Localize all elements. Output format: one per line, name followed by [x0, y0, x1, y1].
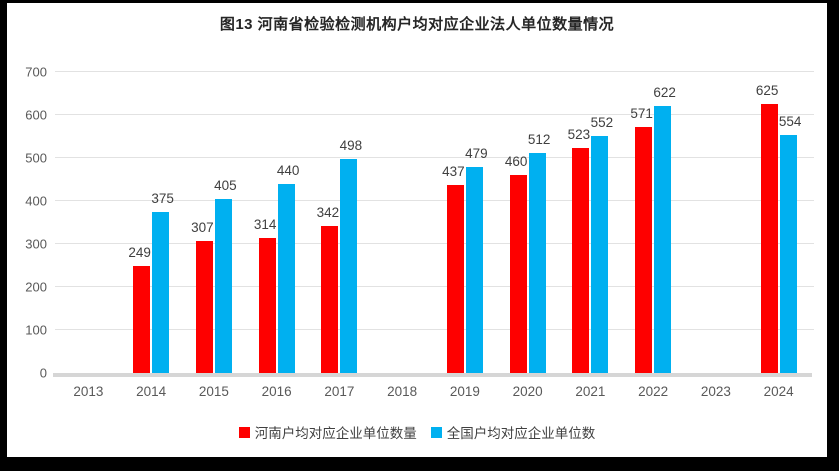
legend-marker-icon [238, 426, 250, 438]
legend-label: 河南户均对应企业单位数量 [254, 426, 417, 441]
gridline-700 [55, 71, 814, 72]
bar-value-label: 523 [567, 127, 591, 143]
bar-value-label: 622 [653, 84, 676, 100]
bar-value-label: 437 [442, 164, 465, 180]
x-tick-label: 2017 [324, 384, 355, 399]
x-tick-label: 2023 [700, 384, 731, 399]
bar-value-label: 375 [151, 190, 174, 206]
legend: 河南户均对应企业单位数量 全国户均对应企业单位数 [7, 422, 827, 442]
y-tick-label: 200 [25, 279, 47, 295]
bar-value-label: 249 [128, 244, 151, 260]
x-tick-label: 2018 [387, 384, 418, 399]
bar-value-label: 460 [504, 154, 528, 170]
y-tick-label: 500 [25, 150, 47, 166]
x-tick-label: 2016 [261, 384, 292, 399]
x-tick-label: 2020 [512, 384, 543, 399]
plot-area: 249 375 307 405 314 440 342 498 437 479 460 512 523 5… [55, 71, 814, 373]
chart-title: 图13 河南省检验检测机构户均对应企业法人单位数量情况 [219, 16, 615, 33]
gridline-300 [55, 243, 814, 244]
bar-value-label: 342 [316, 204, 340, 220]
bar-national-2024 [779, 134, 797, 373]
gridline-500 [55, 157, 814, 158]
bar-value-label: 498 [339, 137, 363, 153]
bar-national-2017 [340, 158, 358, 373]
bar-henan-2020 [509, 175, 527, 373]
bar-henan-2015 [195, 241, 213, 373]
y-tick-label: 300 [25, 236, 47, 252]
bar-henan-2014 [133, 265, 151, 373]
bar-national-2015 [214, 198, 232, 373]
x-tick-label: 2014 [136, 384, 167, 399]
bar-value-label: 552 [590, 114, 614, 130]
gridline-600 [55, 114, 814, 115]
bar-value-label: 512 [527, 131, 551, 147]
bar-value-label: 405 [214, 177, 237, 193]
bar-national-2014 [152, 211, 170, 373]
gridline-400 [55, 200, 814, 201]
chart-canvas: 图13 河南省检验检测机构户均对应企业法人单位数量情况 249 375 307 405… [7, 3, 827, 457]
bar-henan-2019 [446, 185, 464, 373]
x-tick-label: 2013 [73, 384, 104, 399]
x-tick-label: 2019 [449, 384, 480, 399]
x-tick-label: 2021 [575, 384, 606, 399]
bar-value-label: 314 [253, 216, 277, 232]
legend-item-national: 全国户均对应企业单位数 [430, 422, 596, 442]
bar-national-2016 [277, 183, 295, 373]
y-tick-label: 0 [39, 365, 47, 381]
bar-national-2020 [528, 152, 546, 373]
bar-value-label: 554 [778, 113, 802, 129]
bar-henan-2017 [321, 225, 339, 373]
x-axis-line [53, 373, 812, 377]
legend-label: 全国户均对应企业单位数 [446, 426, 596, 441]
bar-value-label: 625 [755, 83, 779, 99]
bar-henan-2024 [760, 104, 778, 373]
x-tick-label: 2022 [638, 384, 669, 399]
y-tick-label: 600 [25, 107, 47, 123]
bar-national-2019 [465, 167, 483, 373]
legend-item-henan: 河南户均对应企业单位数量 [238, 422, 417, 442]
bar-henan-2021 [572, 148, 590, 373]
bar-national-2022 [654, 105, 672, 373]
bar-value-label: 440 [276, 162, 300, 178]
y-tick-label: 700 [25, 64, 47, 80]
bar-value-label: 479 [465, 146, 488, 162]
x-tick-label: 2015 [198, 384, 229, 399]
gridline-100 [55, 329, 814, 330]
legend-marker-icon [430, 426, 442, 438]
bar-henan-2016 [258, 237, 276, 373]
x-tick-label: 2024 [763, 384, 794, 399]
bar-national-2021 [591, 135, 609, 373]
bar-henan-2022 [635, 127, 653, 373]
bar-value-label: 307 [191, 220, 214, 235]
y-tick-label: 400 [25, 193, 47, 209]
y-tick-label: 100 [25, 322, 47, 338]
bar-value-label: 571 [630, 106, 653, 122]
gridline-200 [55, 286, 814, 287]
